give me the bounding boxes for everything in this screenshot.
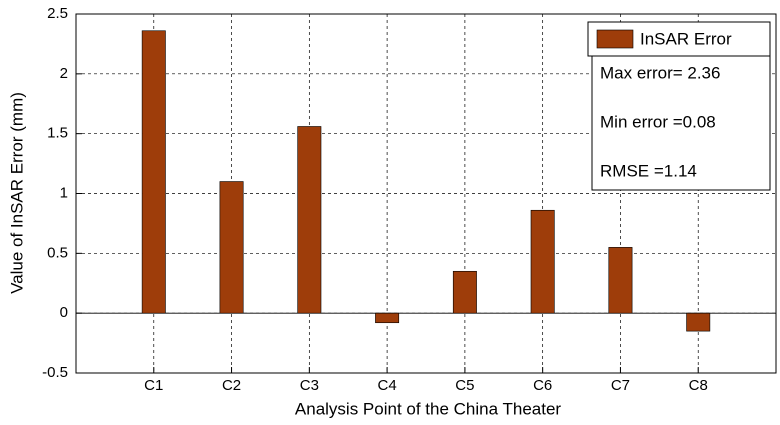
- bar: [219, 181, 244, 314]
- legend: InSAR Error: [587, 21, 771, 57]
- x-tick-label: C6: [533, 377, 552, 394]
- x-tick-label: C4: [378, 377, 397, 394]
- x-tick-label: C5: [455, 377, 474, 394]
- annotation: Max error= 2.36: [600, 63, 720, 82]
- y-tick-label: 1.5: [47, 125, 68, 142]
- y-tick-label: 0: [60, 304, 68, 321]
- bar: [452, 270, 477, 314]
- y-tick-label: 1: [60, 184, 68, 201]
- x-tick-label: C2: [222, 377, 241, 394]
- y-axis-label: Value of InSAR Error (mm): [7, 92, 26, 294]
- plot-frame: [75, 13, 777, 374]
- x-tick-label: C8: [689, 377, 708, 394]
- x-tick-label: C7: [611, 377, 630, 394]
- bar: [608, 247, 633, 314]
- bar: [530, 209, 555, 314]
- y-tick-label: 2: [60, 65, 68, 82]
- bar: [686, 312, 711, 332]
- x-axis-label: Analysis Point of the China Theater: [295, 399, 562, 418]
- legend-swatch: [596, 29, 634, 49]
- legend-label: InSAR Error: [640, 29, 732, 48]
- y-tick-label: 2.5: [47, 5, 68, 22]
- x-tick-label: C3: [300, 377, 319, 394]
- bar: [297, 126, 322, 314]
- bar: [141, 30, 166, 314]
- annotation-box: [591, 55, 771, 191]
- annotation: RMSE =1.14: [600, 161, 697, 180]
- y-tick-label: -0.5: [42, 364, 68, 381]
- y-tick-label: 0.5: [47, 244, 68, 261]
- x-tick-label: C1: [144, 377, 163, 394]
- bar: [375, 312, 400, 324]
- annotation: Min error =0.08: [600, 112, 716, 131]
